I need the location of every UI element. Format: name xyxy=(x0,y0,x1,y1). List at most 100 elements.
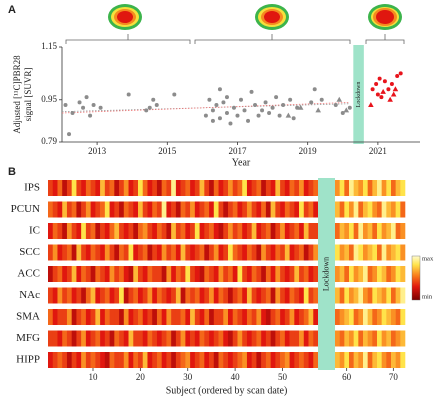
heat-cell xyxy=(299,330,305,347)
heat-cell xyxy=(194,309,200,325)
heat-cell xyxy=(289,309,295,325)
heat-cell xyxy=(185,223,191,239)
heat-cell xyxy=(199,244,205,261)
heat-cell xyxy=(358,244,364,261)
heat-cell xyxy=(367,330,373,347)
heat-cell xyxy=(280,244,286,261)
heat-cell xyxy=(256,330,262,347)
heat-cell xyxy=(358,180,364,196)
heat-cell xyxy=(48,352,54,368)
point xyxy=(347,105,352,110)
heat-cell xyxy=(204,330,210,347)
heat-cell xyxy=(48,201,54,218)
heat-cell xyxy=(339,180,345,196)
heat-cell xyxy=(100,352,106,368)
point xyxy=(379,95,384,100)
heat-cell xyxy=(367,180,373,196)
heat-cell xyxy=(48,330,54,347)
heat-cell xyxy=(119,352,125,368)
heat-cell xyxy=(386,201,392,218)
x-tick-label: 2019 xyxy=(299,146,318,156)
heat-cell xyxy=(363,180,368,196)
point xyxy=(147,105,152,110)
heat-cell xyxy=(256,352,262,368)
heat-cell xyxy=(185,201,191,218)
heat-cell xyxy=(109,201,115,218)
heat-cell xyxy=(232,180,238,196)
heat-cell xyxy=(85,244,91,261)
heat-cell xyxy=(175,287,181,304)
heat-cell xyxy=(85,266,91,282)
heat-cell xyxy=(270,244,276,261)
heat-cell xyxy=(138,223,144,239)
heat-cell xyxy=(209,244,215,261)
heat-cell xyxy=(358,223,364,239)
heat-cell xyxy=(104,244,110,261)
x-axis-title: Year xyxy=(232,157,251,168)
heat-cell xyxy=(294,180,300,196)
heat-cell xyxy=(109,244,115,261)
heat-cell xyxy=(381,266,387,282)
heat-cell xyxy=(228,223,234,239)
point xyxy=(336,96,343,102)
heat-cell xyxy=(199,330,205,347)
heat-cell xyxy=(199,266,205,282)
point xyxy=(395,74,400,79)
heat-cell xyxy=(85,223,91,239)
heat-cell xyxy=(138,309,144,325)
heat-cell xyxy=(199,223,205,239)
heat-cell xyxy=(171,266,177,282)
heat-cell xyxy=(199,287,205,304)
heat-cell xyxy=(62,287,68,304)
point xyxy=(253,103,258,108)
point xyxy=(277,113,282,118)
heat-cell xyxy=(133,330,139,347)
heat-cell xyxy=(275,309,281,325)
heat-cell xyxy=(90,201,96,218)
heat-cell xyxy=(57,352,63,368)
heat-cell xyxy=(335,244,340,261)
heat-cell xyxy=(270,223,276,239)
point xyxy=(246,118,251,123)
heat-cell xyxy=(71,330,77,347)
heat-cell xyxy=(133,352,139,368)
heat-cell xyxy=(209,180,215,196)
x-tick-label: 20 xyxy=(136,372,146,382)
heat-cell xyxy=(152,330,158,347)
heat-cell xyxy=(100,244,106,261)
heat-cell xyxy=(48,223,54,239)
heat-cell xyxy=(349,330,354,347)
point xyxy=(249,89,254,94)
heat-cell xyxy=(308,287,314,304)
heat-cell xyxy=(128,330,134,347)
heat-cell xyxy=(251,244,257,261)
heat-cell xyxy=(386,266,392,282)
heat-cell xyxy=(349,244,354,261)
lockdown-band xyxy=(353,45,364,144)
point xyxy=(333,103,338,108)
heat-cell xyxy=(66,223,72,239)
heat-cell xyxy=(166,201,172,218)
heat-cell xyxy=(353,309,359,325)
brain-icons xyxy=(108,4,402,30)
heat-cell xyxy=(180,223,186,239)
point xyxy=(389,81,394,86)
heat-cell xyxy=(246,180,252,196)
heat-cell xyxy=(213,180,219,196)
heat-cell xyxy=(171,352,177,368)
heat-cell xyxy=(261,287,267,304)
point xyxy=(288,97,293,102)
x-tick-label: 40 xyxy=(231,372,241,382)
heat-cell xyxy=(66,180,72,196)
heat-cell xyxy=(344,266,350,282)
heat-cell xyxy=(256,223,262,239)
heat-cell xyxy=(166,223,172,239)
row-label: SCC xyxy=(19,246,40,258)
heat-cell xyxy=(71,352,77,368)
row-label: PCUN xyxy=(11,203,40,215)
heat-cell xyxy=(270,287,276,304)
heat-cell xyxy=(166,180,172,196)
heat-cell xyxy=(299,287,305,304)
heat-cell xyxy=(377,244,382,261)
